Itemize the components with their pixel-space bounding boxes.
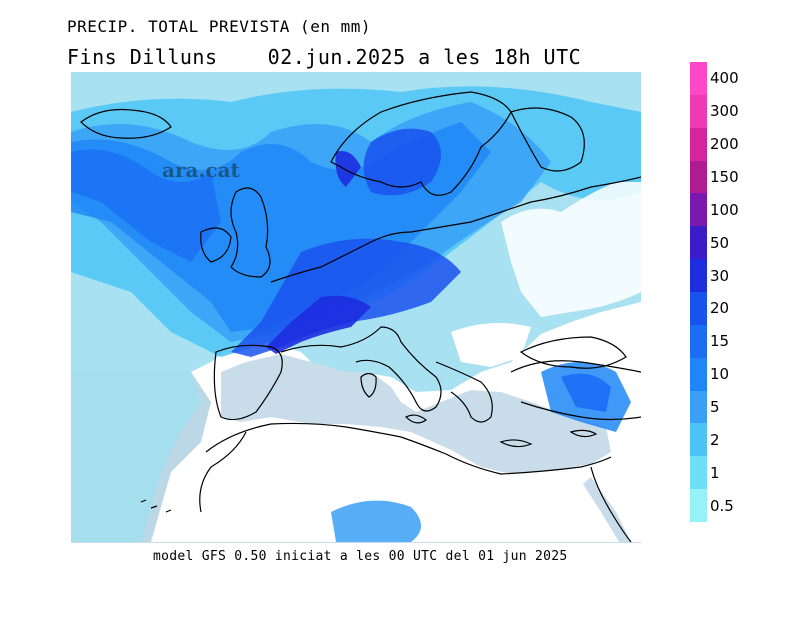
legend-swatch (690, 62, 707, 96)
precip-band-30 (266, 295, 371, 354)
legend-swatch (690, 357, 707, 392)
legend-swatch (690, 127, 707, 162)
legend-swatch (690, 226, 707, 260)
dry-east-area (501, 182, 641, 317)
dry-balkans-area (451, 323, 531, 367)
legend-label: 5 (710, 398, 720, 416)
legend-swatch (690, 423, 707, 457)
legend-swatch (690, 489, 707, 523)
mediterranean-sea (221, 354, 611, 474)
model-info-footer: model GFS 0.50 iniciat a les 00 UTC del … (153, 549, 568, 564)
legend-label: 50 (710, 233, 730, 252)
legend-label: 400 (710, 69, 739, 88)
precipitation-map: ara.cat (71, 72, 641, 543)
legend-label: 100 (710, 200, 739, 219)
legend-swatch (690, 456, 707, 490)
north-africa-land (191, 417, 616, 542)
legend-swatch (690, 94, 707, 129)
legend-swatch (690, 324, 707, 359)
legend-label: 200 (710, 135, 739, 154)
legend-label: 1 (710, 463, 720, 482)
legend-swatch (690, 390, 707, 424)
legend-swatch (690, 160, 707, 194)
legend-colorbar (690, 62, 707, 523)
map-title: PRECIP. TOTAL PREVISTA (en mm) (67, 17, 371, 36)
legend-label: 0.5 (710, 496, 734, 515)
map-subtitle: Fins Dilluns 02.jun.2025 a les 18h UTC (67, 45, 582, 69)
ara-cat-logo: ara.cat (162, 158, 240, 182)
legend-label: 20 (710, 299, 730, 318)
legend-swatch (690, 193, 707, 227)
legend-swatch (690, 259, 707, 293)
map-canvas (71, 72, 641, 543)
legend-label: 2 (710, 430, 720, 449)
legend-label: 10 (710, 365, 730, 384)
coastlines (80, 91, 641, 543)
legend-label: 30 (710, 266, 730, 285)
legend-label: 150 (710, 168, 739, 186)
legend-swatch (690, 292, 707, 326)
legend-label: 300 (710, 102, 739, 121)
legend-labels: 400 300 200 150 100 50 30 20 15 10 5 2 1 0.5 (710, 62, 770, 532)
legend-label: 15 (710, 332, 730, 351)
